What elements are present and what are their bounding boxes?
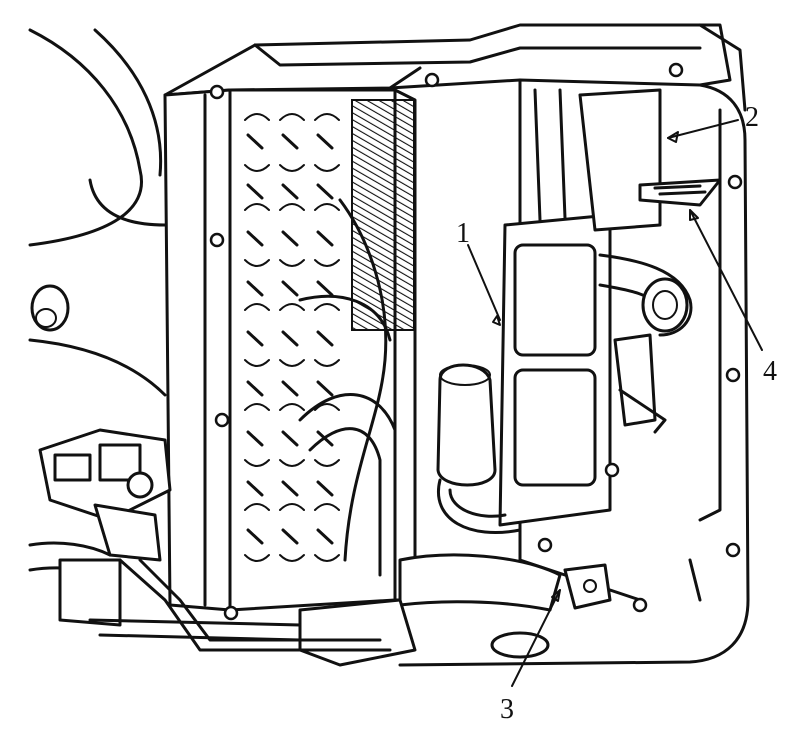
blower-box	[498, 88, 722, 527]
evaporator-core	[163, 88, 417, 612]
callout-label-1: 1	[456, 218, 470, 249]
bolts	[209, 62, 743, 621]
housing-curves	[28, 28, 167, 397]
callout-label-2: 2	[745, 102, 759, 133]
callout-label-3: 3	[500, 694, 514, 725]
cylinder	[436, 363, 522, 535]
callout-label-4: 4	[763, 356, 777, 387]
leader-lines	[467, 119, 763, 687]
connectors	[28, 428, 392, 652]
